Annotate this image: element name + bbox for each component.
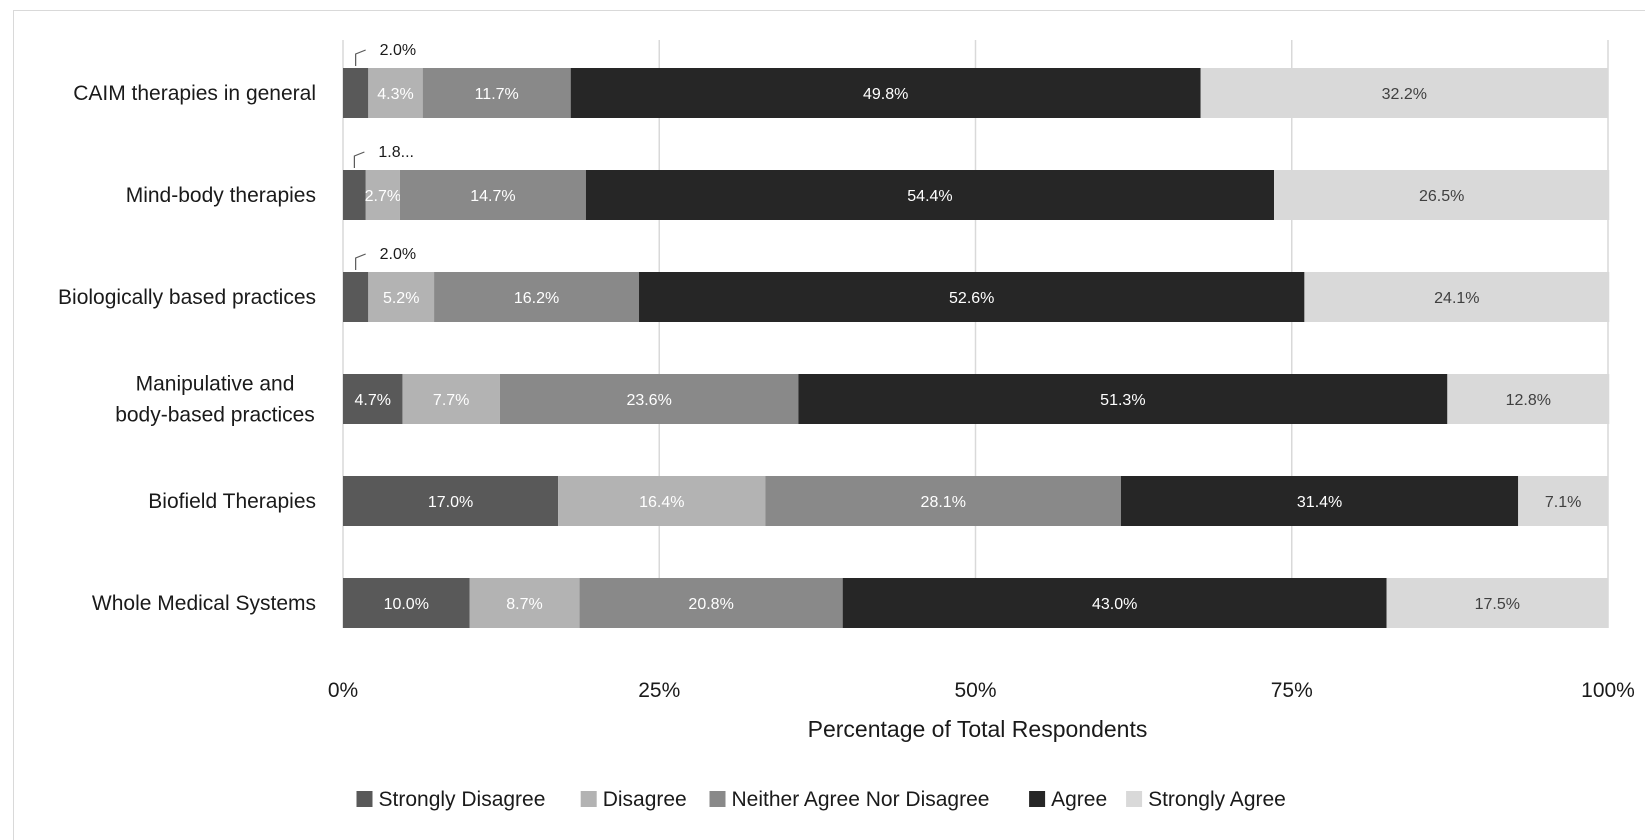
data-label: 12.8% — [1506, 392, 1551, 409]
data-label: 51.3% — [1100, 392, 1145, 409]
data-label: 54.4% — [907, 188, 952, 205]
data-label: 16.2% — [514, 290, 559, 307]
category-label-line: Biologically based practices — [58, 286, 316, 309]
x-tick-label: 0% — [328, 679, 358, 702]
bar-segment — [343, 272, 368, 322]
data-label: 2.0% — [380, 246, 416, 263]
data-label: 14.7% — [470, 188, 515, 205]
legend-swatch — [357, 791, 373, 807]
data-label: 49.8% — [863, 86, 908, 103]
bar-segment — [343, 170, 366, 220]
legend-item: Neither Agree Nor Disagree — [710, 788, 990, 811]
category-label-line: body-based practices — [115, 404, 315, 427]
x-tick-label: 50% — [954, 679, 996, 702]
legend: Strongly Disagree Disagree Neither Agree N… — [357, 788, 1286, 811]
data-label: 2.0% — [380, 42, 416, 59]
legend-swatch — [710, 791, 726, 807]
legend-label: Disagree — [603, 788, 687, 811]
data-label: 17.5% — [1475, 596, 1520, 613]
data-label: 11.7% — [475, 86, 519, 103]
data-label: 5.2% — [383, 290, 419, 307]
data-label: 20.8% — [688, 596, 733, 613]
category-labels: CAIM therapies in general Mind-body thera… — [58, 82, 316, 615]
legend-item: Disagree — [581, 788, 687, 811]
data-label: 31.4% — [1297, 494, 1342, 511]
bar-segment — [343, 68, 368, 118]
data-label: 43.0% — [1092, 596, 1137, 613]
legend-label: Strongly Agree — [1148, 788, 1286, 811]
data-label: 2.7% — [365, 188, 401, 205]
legend-label: Strongly Disagree — [379, 788, 546, 811]
category-label: Biologically based practices — [58, 286, 316, 309]
category-label: Manipulative and body-based practices — [115, 373, 315, 427]
legend-swatch — [1029, 791, 1045, 807]
bar-row: 17.0% 16.4% 28.1% 31.4% 7.1% — [343, 476, 1608, 526]
data-label: 4.7% — [354, 392, 390, 409]
x-tick-label: 75% — [1271, 679, 1313, 702]
category-label: CAIM therapies in general — [73, 82, 316, 105]
legend-swatch — [1126, 791, 1142, 807]
data-label: 52.6% — [949, 290, 994, 307]
category-label-line: Manipulative and — [136, 373, 295, 396]
data-label: 10.0% — [384, 596, 429, 613]
x-tick-label: 100% — [1581, 679, 1635, 702]
data-label: 16.4% — [639, 494, 684, 511]
category-label-line: CAIM therapies in general — [73, 82, 316, 105]
category-label: Mind-body therapies — [126, 184, 316, 207]
bar-row: 10.0% 8.7% 20.8% 43.0% 17.5% — [343, 578, 1608, 628]
data-label: 26.5% — [1419, 188, 1464, 205]
x-tick-labels: 0% 25% 50% 75% 100% — [328, 679, 1635, 702]
category-label: Whole Medical Systems — [92, 592, 316, 615]
category-label: Biofield Therapies — [148, 490, 316, 513]
data-label: 8.7% — [506, 596, 542, 613]
data-label: 7.7% — [433, 392, 469, 409]
data-label: 1.8... — [378, 144, 414, 161]
data-label: 32.2% — [1382, 86, 1427, 103]
data-label: 4.3% — [377, 86, 413, 103]
data-label: 17.0% — [428, 494, 473, 511]
callout-leader — [356, 50, 366, 66]
legend-label: Agree — [1051, 788, 1107, 811]
x-axis-title: Percentage of Total Respondents — [808, 716, 1148, 742]
category-label-line: Mind-body therapies — [126, 184, 316, 207]
legend-swatch — [581, 791, 597, 807]
legend-item: Agree — [1029, 788, 1107, 811]
data-label: 24.1% — [1434, 290, 1479, 307]
category-label-line: Whole Medical Systems — [92, 592, 316, 615]
callout-leader — [356, 254, 366, 270]
data-label: 28.1% — [921, 494, 966, 511]
legend-label: Neither Agree Nor Disagree — [732, 788, 990, 811]
bar-row: 4.7% 7.7% 23.6% 51.3% 12.8% — [343, 374, 1609, 424]
legend-item: Strongly Disagree — [357, 788, 546, 811]
category-label-line: Biofield Therapies — [148, 490, 316, 513]
legend-item: Strongly Agree — [1126, 788, 1286, 811]
callout-leader — [354, 152, 364, 168]
x-tick-label: 25% — [638, 679, 680, 702]
data-label: 23.6% — [626, 392, 671, 409]
data-label: 7.1% — [1545, 494, 1581, 511]
gridlines — [343, 40, 1608, 628]
